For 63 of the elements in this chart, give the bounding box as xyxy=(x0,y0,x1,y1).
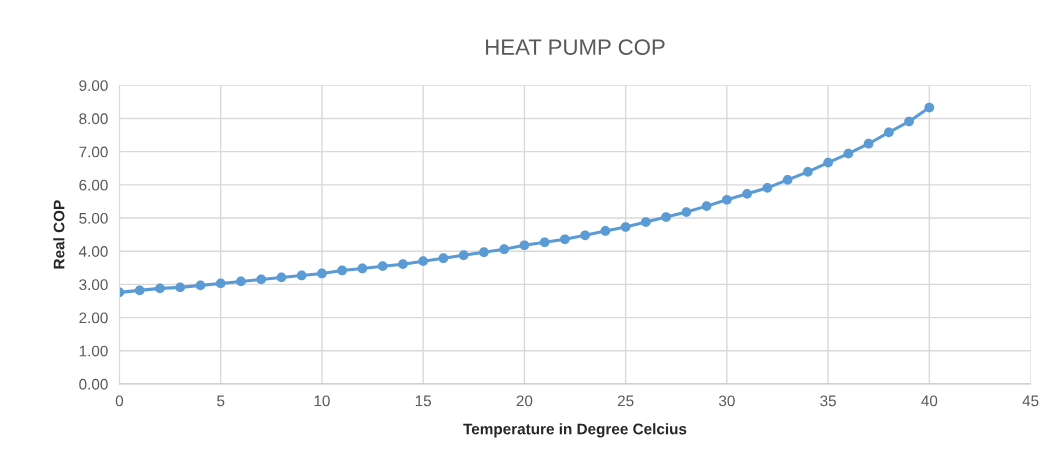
point xyxy=(722,194,732,205)
point xyxy=(377,261,388,272)
point xyxy=(560,234,570,245)
point xyxy=(438,253,449,264)
x-tick-label: 25 xyxy=(617,395,634,407)
y-tick-label: 1.00 xyxy=(79,345,108,357)
x-tick-label: 45 xyxy=(1022,395,1039,407)
x-axis-title: Temperature in Degree Celcius xyxy=(463,423,687,438)
point xyxy=(134,285,145,296)
point xyxy=(499,244,509,255)
chart-title: HEAT PUMP COP xyxy=(486,39,665,55)
point xyxy=(823,157,833,168)
y-axis-title: Real COP xyxy=(53,200,65,269)
point xyxy=(802,167,813,177)
y-tick-label: 9.00 xyxy=(79,80,108,92)
y-tick-label: 7.00 xyxy=(79,146,108,158)
x-tick-label: 40 xyxy=(921,395,938,407)
x-tick-label: 10 xyxy=(314,395,330,407)
point xyxy=(418,256,429,267)
point xyxy=(641,217,651,227)
point xyxy=(398,259,408,270)
point xyxy=(904,116,914,127)
x-tick-label: 5 xyxy=(217,395,225,407)
point xyxy=(458,250,469,261)
x-tick-label: 30 xyxy=(718,395,735,407)
point xyxy=(317,268,327,279)
point xyxy=(580,230,590,241)
point xyxy=(924,102,935,113)
point xyxy=(175,282,186,293)
point xyxy=(762,182,773,193)
x-tick-label: 20 xyxy=(516,395,533,407)
point xyxy=(843,148,854,159)
point xyxy=(782,175,793,185)
point xyxy=(256,274,267,285)
point xyxy=(701,201,712,211)
point xyxy=(236,276,246,287)
point xyxy=(357,263,368,274)
point xyxy=(215,278,226,289)
point xyxy=(863,138,874,149)
point xyxy=(742,188,752,199)
y-tick-label: 5.00 xyxy=(79,212,108,224)
point xyxy=(195,280,206,291)
y-tick-label: 6.00 xyxy=(79,179,108,191)
y-tick-label: 8.00 xyxy=(79,113,108,125)
y-tick-label: 0.00 xyxy=(79,378,108,390)
point xyxy=(539,237,550,248)
point xyxy=(661,212,671,222)
point xyxy=(296,270,307,281)
point xyxy=(276,272,287,283)
point xyxy=(883,127,894,138)
y-tick-label: 4.00 xyxy=(78,246,108,257)
y-tick-label: 2.00 xyxy=(79,312,108,324)
point xyxy=(620,222,631,232)
point xyxy=(155,283,165,294)
point xyxy=(337,265,348,276)
point xyxy=(479,247,489,258)
x-tick-label: 35 xyxy=(820,395,836,407)
point xyxy=(681,207,692,217)
x-tick-label: 0 xyxy=(115,395,124,407)
point xyxy=(600,226,611,236)
y-tick-label: 3.00 xyxy=(79,279,108,291)
x-tick-label: 15 xyxy=(415,395,432,407)
point xyxy=(519,240,530,251)
